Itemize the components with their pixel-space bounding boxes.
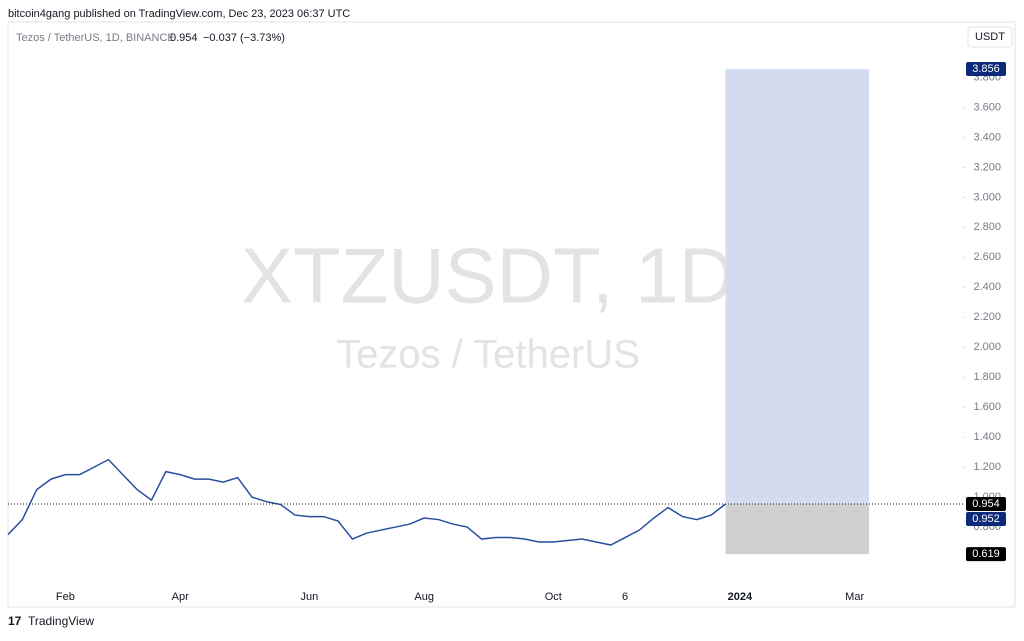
y-tick-label: 3.400 <box>973 131 1001 143</box>
price-marker <box>966 511 1006 526</box>
price-marker-label: 0.952 <box>972 513 1000 525</box>
profit-zone <box>725 69 869 504</box>
currency-button[interactable] <box>967 26 1013 48</box>
price-marker-label: 0.619 <box>972 548 1000 560</box>
y-tick-label: 3.200 <box>973 161 1001 173</box>
logo[interactable]: 17 <box>8 614 22 628</box>
y-tick-label: 2.000 <box>973 341 1001 353</box>
x-tick-label: 2024 <box>728 591 753 603</box>
symbol: Tezos / TetherUS, 1D, BINANCE <box>16 32 175 44</box>
currency[interactable]: USDT <box>975 31 1005 43</box>
watermark-sub: Tezos / TetherUS <box>336 333 640 377</box>
footer-brand[interactable]: TradingView <box>28 614 94 628</box>
x-tick-label: Mar <box>845 591 864 603</box>
price-marker-label: 3.856 <box>972 63 1000 75</box>
x-tick-label: 6 <box>622 591 628 603</box>
y-tick-label: 1.200 <box>973 461 1001 473</box>
last-price: 0.954 <box>170 32 198 44</box>
x-tick-label: Feb <box>56 591 75 603</box>
y-tick-label: 2.600 <box>973 251 1001 263</box>
y-tick-label: 3.000 <box>973 191 1001 203</box>
price-marker <box>966 547 1006 562</box>
publisher: bitcoin4gang published on TradingView.co… <box>8 8 350 20</box>
price-marker <box>966 496 1006 511</box>
y-tick-label: 2.200 <box>973 311 1001 323</box>
price-line <box>7 458 726 546</box>
price-marker <box>966 62 1006 77</box>
y-tick-label: 1.600 <box>973 401 1001 413</box>
x-tick-label: Oct <box>545 591 562 603</box>
y-tick-label: 2.400 <box>973 281 1001 293</box>
y-tick-label: 1.400 <box>973 431 1001 443</box>
watermark: XTZUSDT, 1D <box>241 232 735 320</box>
loss-zone <box>725 503 869 555</box>
y-tick-label: 1.800 <box>973 371 1001 383</box>
change: −0.037 (−3.73%) <box>203 32 285 44</box>
x-tick-label: Aug <box>414 591 434 603</box>
price-marker-label: 0.954 <box>972 498 1000 510</box>
y-tick-label: 3.600 <box>973 101 1001 113</box>
frame <box>7 21 1016 608</box>
x-tick-label: Jun <box>300 591 318 603</box>
y-tick-label: 2.800 <box>973 221 1001 233</box>
x-tick-label: Apr <box>172 591 189 603</box>
